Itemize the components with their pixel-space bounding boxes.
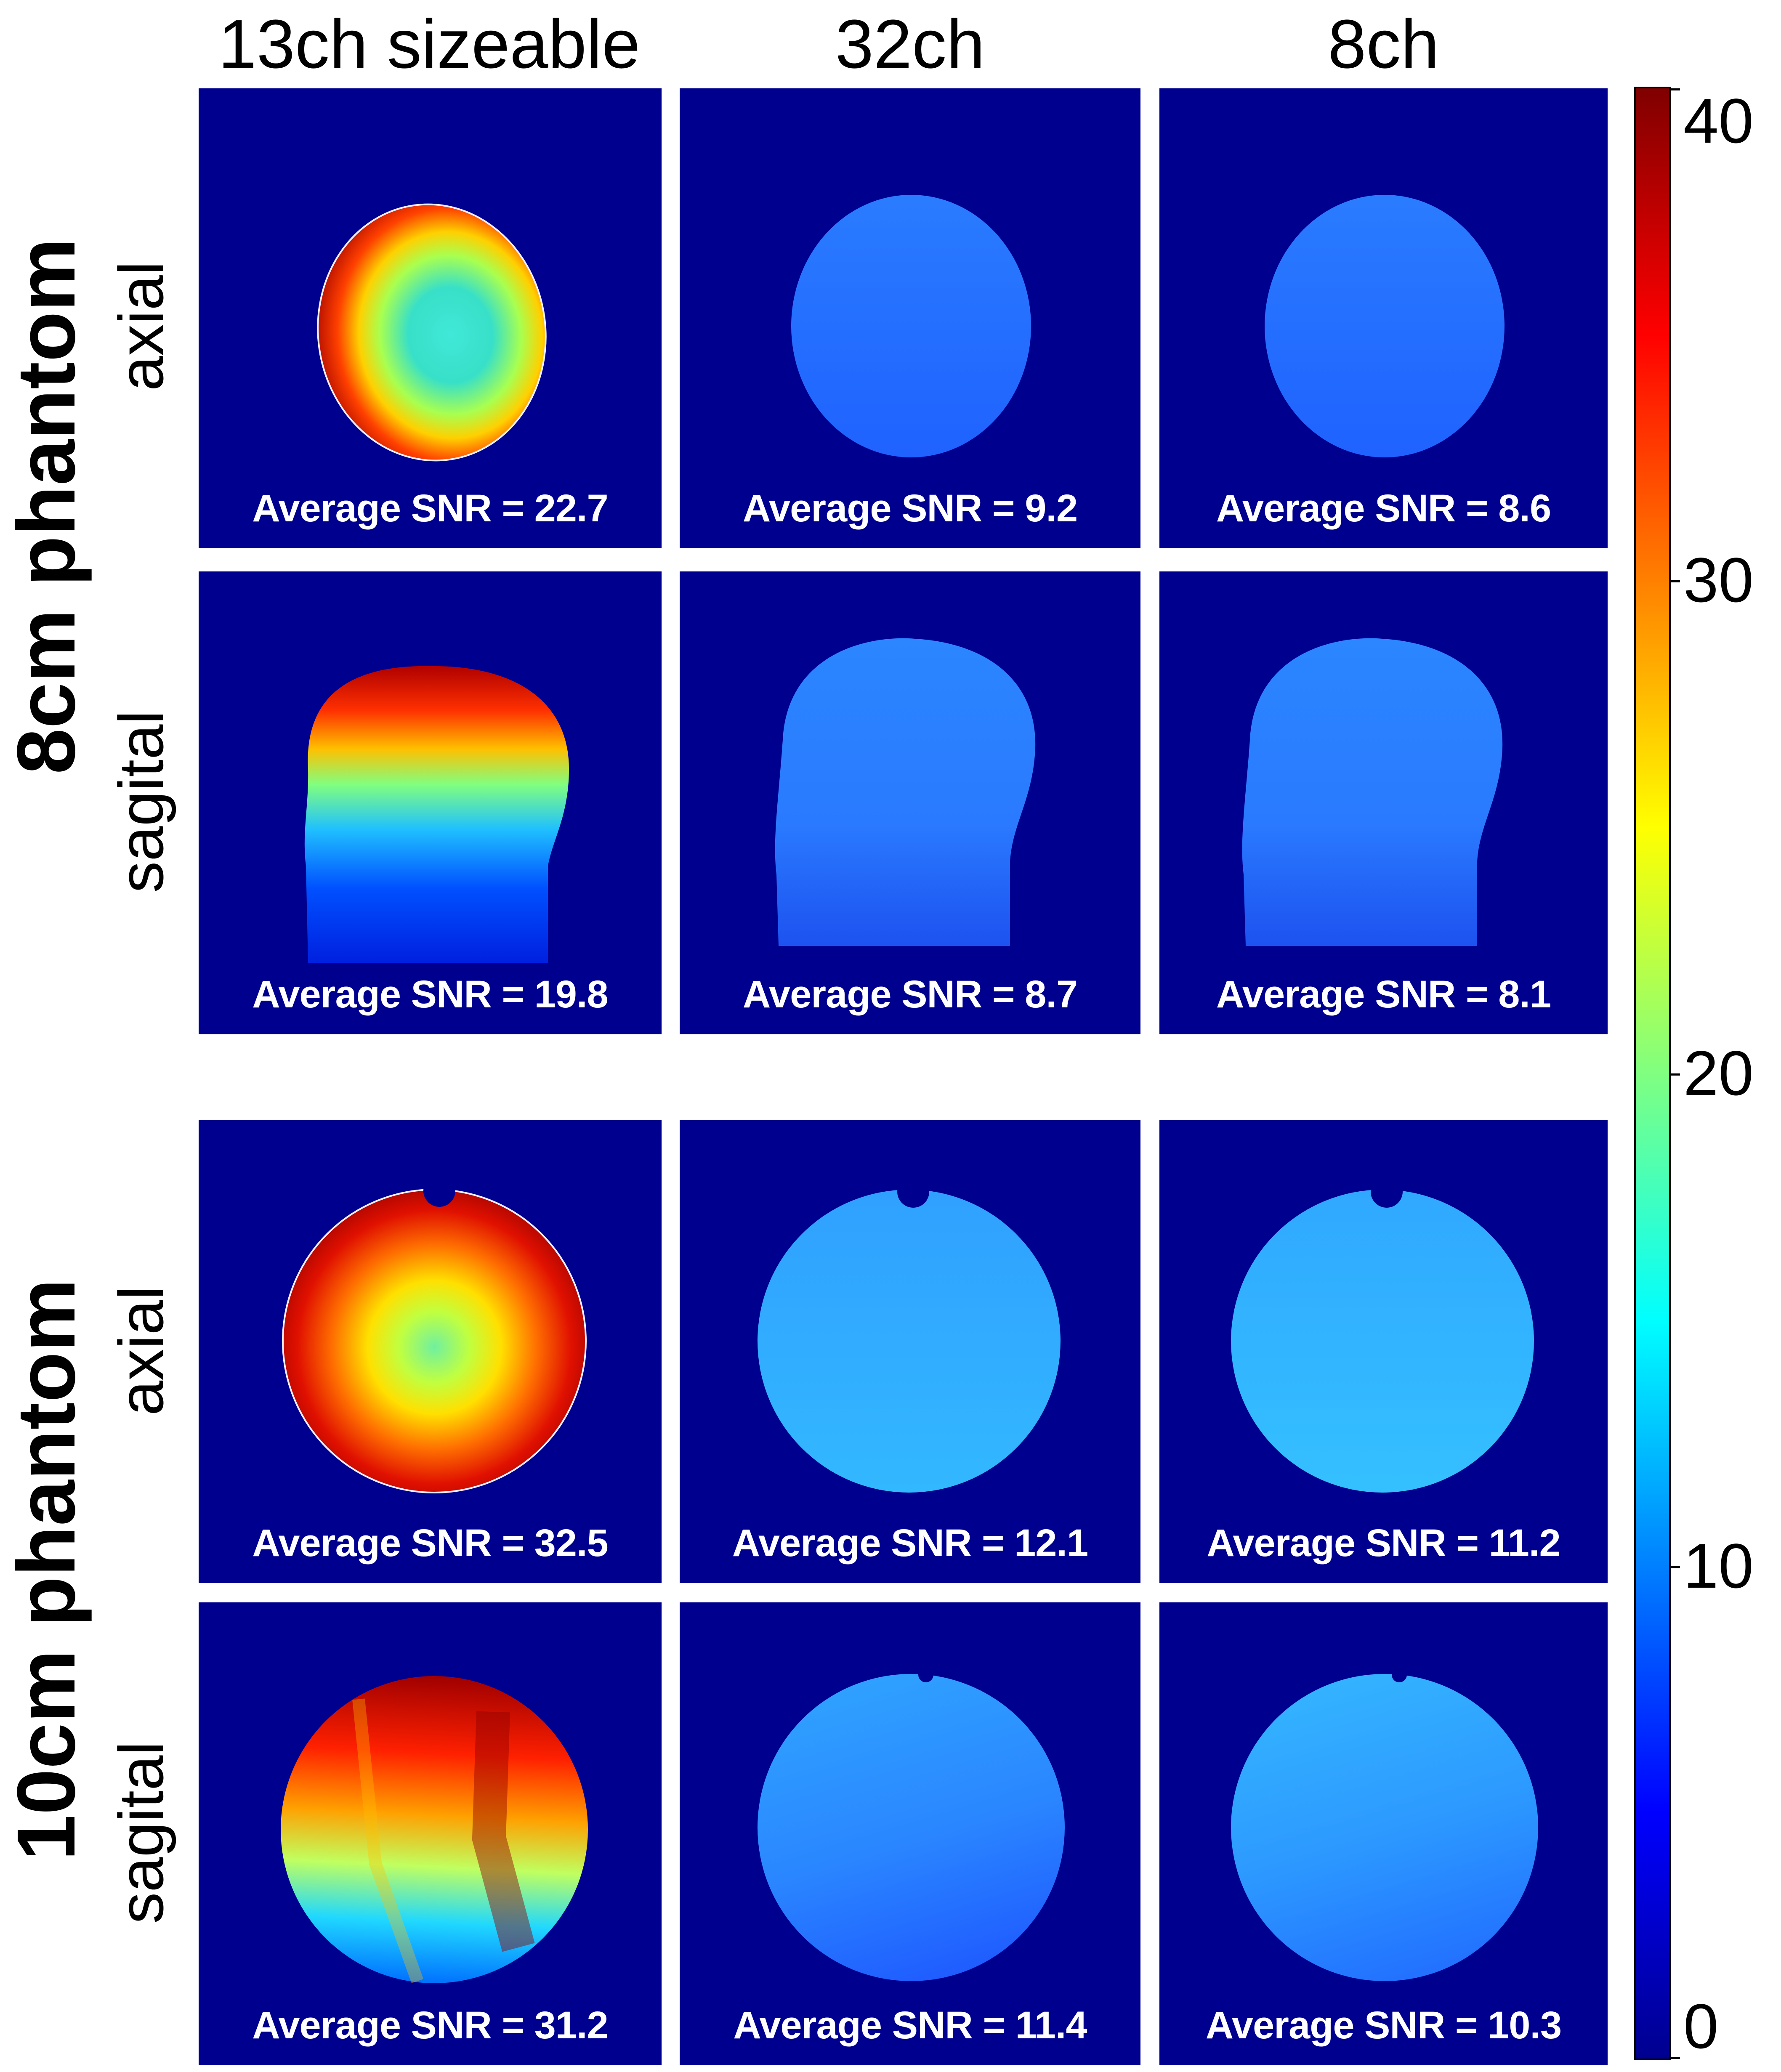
- row-label-axial-8cm: axial: [106, 261, 176, 391]
- average-snr-label: Average SNR = 19.8: [252, 973, 608, 1016]
- snr-map: [1231, 1176, 1534, 1493]
- panel-8cm-sagital-13ch: Average SNR = 19.8: [199, 571, 662, 1034]
- snr-map: [281, 1676, 588, 1984]
- average-snr-label: Average SNR = 11.2: [1207, 1522, 1560, 1565]
- panel-8cm-sagital-32ch: Average SNR = 8.7: [680, 571, 1140, 1034]
- snr-map: [775, 638, 1036, 946]
- average-snr-label: Average SNR = 9.2: [742, 487, 1078, 530]
- panel-8cm-axial-32ch: Average SNR = 9.2: [680, 88, 1140, 548]
- average-snr-label: Average SNR = 12.1: [732, 1522, 1088, 1565]
- colorbar-label-20: 20: [1683, 1038, 1754, 1108]
- average-snr-label: Average SNR = 8.1: [1216, 973, 1551, 1016]
- panel-8cm-axial-8ch: Average SNR = 8.6: [1159, 88, 1608, 548]
- panel-8cm-sagital-8ch: Average SNR = 8.1: [1159, 571, 1608, 1034]
- snr-map: [758, 1667, 1065, 1981]
- panel-10cm-axial-13ch: Average SNR = 32.5: [199, 1120, 662, 1583]
- average-snr-label: Average SNR = 8.6: [1216, 487, 1551, 530]
- average-snr-label: Average SNR = 32.5: [252, 1522, 608, 1565]
- colorbar-tick-30: [1669, 580, 1680, 582]
- average-snr-label: Average SNR = 8.7: [742, 973, 1078, 1016]
- snr-map: [304, 666, 569, 963]
- group-label-8cm-phantom: 8cm phantom: [0, 238, 92, 774]
- average-snr-label: Average SNR = 31.2: [252, 2004, 608, 2047]
- snr-map: [1231, 1667, 1538, 1981]
- panel-10cm-axial-32ch: Average SNR = 12.1: [680, 1120, 1140, 1583]
- snr-map: [317, 203, 547, 462]
- snr-map: [282, 1175, 587, 1493]
- average-snr-label: Average SNR = 10.3: [1205, 2004, 1562, 2047]
- panel-10cm-axial-8ch: Average SNR = 11.2: [1159, 1120, 1608, 1583]
- snr-map: [791, 195, 1031, 457]
- panel-8cm-axial-13ch: Average SNR = 22.7: [199, 88, 662, 548]
- colorbar: [1634, 87, 1671, 2060]
- row-label-axial-10cm: axial: [106, 1286, 176, 1416]
- column-header-13ch: 13ch sizeable: [218, 5, 641, 82]
- row-label-sagital-10cm: sagital: [106, 1741, 176, 1924]
- snr-map: [1265, 195, 1505, 457]
- snr-map: [1242, 638, 1503, 946]
- colorbar-tick-10: [1669, 1566, 1680, 1568]
- colorbar-tick-0: [1669, 2057, 1680, 2059]
- row-label-sagital-8cm: sagital: [106, 710, 176, 893]
- colorbar-tick-40: [1669, 88, 1680, 90]
- column-header-8ch: 8ch: [1328, 5, 1439, 82]
- colorbar-label-30: 30: [1683, 545, 1754, 615]
- group-label-10cm-phantom: 10cm phantom: [0, 1278, 92, 1861]
- panel-10cm-sagital-32ch: Average SNR = 11.4: [680, 1602, 1140, 2065]
- colorbar-label-10: 10: [1683, 1530, 1754, 1601]
- panel-10cm-sagital-8ch: Average SNR = 10.3: [1159, 1602, 1608, 2065]
- column-header-32ch: 32ch: [835, 5, 985, 82]
- average-snr-label: Average SNR = 22.7: [252, 487, 608, 530]
- colorbar-label-0: 0: [1683, 1991, 1719, 2061]
- colorbar-label-40: 40: [1683, 85, 1754, 156]
- snr-map: [758, 1176, 1061, 1493]
- panel-10cm-sagital-13ch: Average SNR = 31.2: [199, 1602, 662, 2065]
- average-snr-label: Average SNR = 11.4: [733, 2004, 1087, 2047]
- colorbar-tick-20: [1669, 1073, 1680, 1076]
